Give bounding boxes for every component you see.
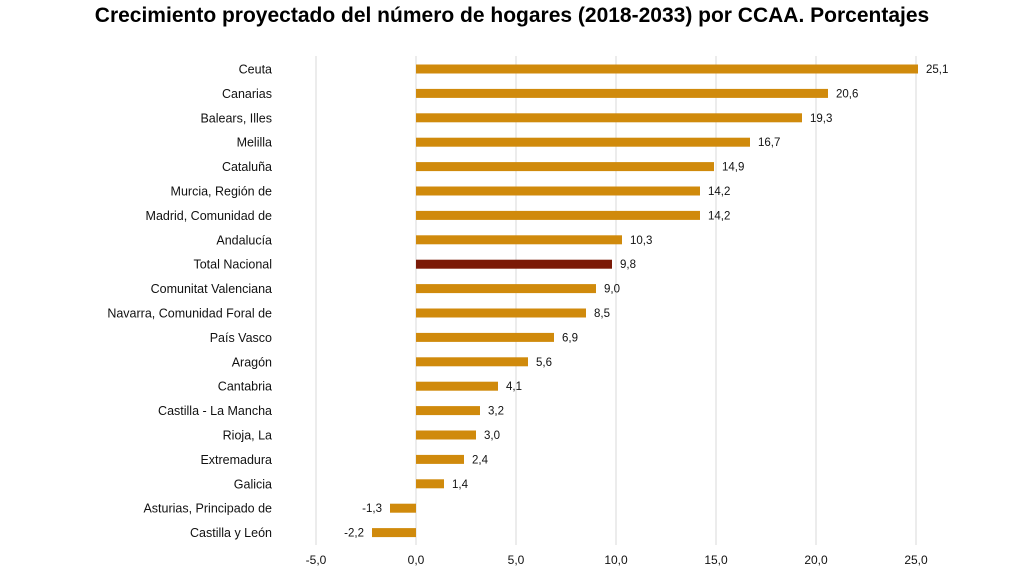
value-label: 3,0 bbox=[484, 430, 500, 442]
bar bbox=[416, 137, 750, 147]
value-label: 3,2 bbox=[488, 406, 504, 418]
bar bbox=[416, 64, 918, 74]
category-label: Extremadura bbox=[200, 453, 272, 467]
value-label: 16,7 bbox=[758, 137, 780, 149]
category-label: Aragón bbox=[232, 355, 272, 369]
bar bbox=[416, 454, 464, 464]
category-label: Castilla y León bbox=[190, 526, 272, 540]
category-label: Asturias, Principado de bbox=[143, 502, 272, 516]
value-label: -2,2 bbox=[344, 528, 364, 540]
value-label: 25,1 bbox=[926, 64, 948, 76]
bar bbox=[416, 162, 714, 172]
category-label: País Vasco bbox=[210, 331, 272, 345]
value-label: 14,9 bbox=[722, 162, 744, 174]
category-label: Comunitat Valenciana bbox=[151, 282, 272, 296]
value-label: 14,2 bbox=[708, 186, 730, 198]
chart-title: Crecimiento proyectado del número de hog… bbox=[94, 4, 930, 27]
x-tick-label: 25,0 bbox=[904, 553, 928, 567]
bar bbox=[416, 430, 476, 440]
value-label: 9,8 bbox=[620, 259, 636, 271]
bar bbox=[416, 113, 802, 123]
bars bbox=[372, 64, 918, 538]
bar bbox=[416, 186, 700, 196]
bar bbox=[416, 357, 528, 367]
x-tick-label: 20,0 bbox=[804, 553, 828, 567]
value-label: -1,3 bbox=[362, 503, 382, 515]
value-label: 6,9 bbox=[562, 332, 578, 344]
value-label: 9,0 bbox=[604, 284, 620, 296]
category-label: Madrid, Comunidad de bbox=[146, 209, 273, 223]
value-label: 5,6 bbox=[536, 357, 552, 369]
bar bbox=[416, 88, 828, 98]
bar bbox=[416, 235, 622, 245]
bar bbox=[390, 503, 416, 513]
value-label: 4,1 bbox=[506, 381, 522, 393]
x-tick-label: 5,0 bbox=[508, 553, 525, 567]
gridlines bbox=[315, 56, 917, 545]
value-label: 1,4 bbox=[452, 479, 469, 491]
category-label: Murcia, Región de bbox=[171, 185, 272, 199]
category-label: Ceuta bbox=[239, 63, 272, 77]
bar bbox=[416, 210, 700, 220]
bar bbox=[416, 284, 596, 294]
value-label: 20,6 bbox=[836, 88, 858, 100]
category-label: Melilla bbox=[237, 136, 272, 150]
bar bbox=[416, 259, 612, 269]
bar bbox=[416, 308, 586, 318]
bar bbox=[416, 381, 498, 391]
bar bbox=[372, 528, 416, 538]
category-label: Canarias bbox=[222, 87, 272, 101]
x-axis-ticks: -5,0 0,0 5,0 10,0 15,0 20,0 25,0 bbox=[306, 553, 928, 567]
value-label: 19,3 bbox=[810, 113, 832, 125]
bar bbox=[416, 406, 480, 416]
category-labels: Ceuta Canarias Balears, Illes Melilla Catalu… bbox=[107, 63, 272, 541]
x-tick-label: -5,0 bbox=[306, 553, 327, 567]
value-label: 10,3 bbox=[630, 235, 652, 247]
category-label: Andalucía bbox=[216, 233, 272, 247]
x-tick-label: 10,0 bbox=[604, 553, 628, 567]
value-label: 8,5 bbox=[594, 308, 610, 320]
x-tick-label: 15,0 bbox=[704, 553, 728, 567]
category-label: Rioja, La bbox=[223, 429, 272, 443]
category-label: Balears, Illes bbox=[200, 111, 272, 125]
value-label: 2,4 bbox=[472, 454, 489, 466]
x-tick-label: 0,0 bbox=[408, 553, 425, 567]
category-label: Galicia bbox=[234, 477, 272, 491]
category-label: Navarra, Comunidad Foral de bbox=[107, 307, 272, 321]
value-labels: 25,1 20,6 19,3 16,7 14,9 14,2 14,2 10,3 9,8 9,0 8,… bbox=[344, 64, 948, 540]
category-label: Castilla - La Mancha bbox=[158, 404, 272, 418]
bar bbox=[416, 332, 554, 342]
category-label: Total Nacional bbox=[193, 258, 272, 272]
value-label: 14,2 bbox=[708, 210, 730, 222]
category-label: Cantabria bbox=[218, 380, 272, 394]
category-label: Cataluña bbox=[222, 160, 272, 174]
bar bbox=[416, 479, 444, 489]
